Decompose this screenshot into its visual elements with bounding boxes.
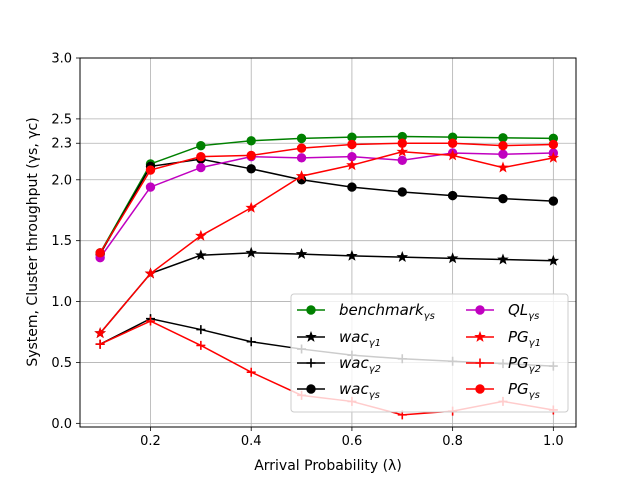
data-point-wac-γ1: [446, 252, 459, 264]
y-axis-label: System, Cluster throughput (γs, γc): [25, 117, 41, 366]
legend-label-subscript: γs: [528, 311, 539, 322]
data-point-pg-γ1: [446, 149, 459, 161]
data-point-pg-γs: [397, 138, 407, 148]
data-point-pg-γ1: [94, 327, 106, 339]
legend-marker: [306, 358, 316, 368]
data-point-pg-γs: [296, 143, 307, 153]
legend-marker: [475, 305, 485, 315]
y-tick-label: 0.5: [51, 356, 72, 371]
series-wac-γ1: [94, 246, 560, 339]
data-point-benchmark-γs: [196, 140, 206, 151]
data-point-pg-γ1: [295, 170, 308, 182]
legend-box: [290, 293, 569, 413]
series-line-pg-γs: [99, 142, 554, 254]
data-point-pg-γ1: [547, 151, 560, 163]
data-point-pg-γs: [347, 139, 357, 150]
data-point-wac-γs: [447, 190, 458, 201]
series-line-benchmark-γs: [99, 135, 554, 254]
legend: benchmarkγswacγ1wacγ2wacγsQLγsPGγ1PGγ2PG…: [290, 293, 569, 413]
y-tick-label: 2.3: [51, 137, 72, 152]
data-point-wac-γs: [498, 193, 508, 204]
y-tick-label: 2.5: [51, 112, 72, 127]
data-point-benchmark-γs: [296, 133, 307, 144]
legend-label-subscript: γs: [424, 311, 435, 322]
data-point-pg-γ1: [245, 201, 257, 213]
data-point-pg-γ1: [497, 161, 509, 173]
legend-label-subscript: γs: [369, 390, 380, 401]
legend-label-subscript: γs: [529, 390, 540, 401]
data-point-pg-γ2: [95, 339, 105, 349]
axis-ticks: 0.2 0.4 0.6 0.8 1.0 0.0 0.5 1.0 1.5 2.0 2.3 2.5 3.0: [51, 52, 563, 450]
data-point-wac-γs: [397, 187, 407, 197]
x-axis-label: Arrival Probability (λ): [254, 458, 402, 474]
data-point-pg-γs: [447, 138, 458, 148]
data-point-ql-γs: [397, 155, 407, 165]
data-point-ql-γs: [498, 149, 508, 159]
data-point-pg-γs: [95, 248, 105, 258]
legend-label-subscript: γ2: [529, 364, 541, 375]
y-tick-label: 2.0: [51, 173, 72, 188]
legend-marker: [475, 384, 485, 394]
data-point-wac-γ1: [195, 249, 207, 261]
plot-frame: [79, 57, 577, 428]
series-pg-γs: [95, 138, 559, 258]
data-point-wac-γ1: [547, 254, 560, 266]
series-line-pg-γ1: [99, 151, 554, 334]
legend-label: benchmarkγs: [339, 301, 435, 322]
data-point-pg-γs: [548, 139, 559, 150]
data-point-pg-γ1: [346, 159, 358, 171]
data-point-wac-γ1: [396, 251, 409, 263]
legend-label-subscript: γ2: [369, 364, 381, 375]
data-point-pg-γ1: [144, 267, 157, 279]
x-tick-label: 0.8: [442, 434, 463, 449]
data-point-wac-γs: [246, 164, 256, 174]
data-point-pg-γs: [246, 150, 256, 161]
legend-entry-benchmark-γs: benchmarkγs: [297, 301, 435, 322]
data-point-wac-γ1: [346, 249, 358, 261]
data-point-wac-γ2: [196, 325, 206, 335]
data-point-wac-γs: [347, 182, 357, 192]
y-tick-label: 1.5: [51, 234, 72, 249]
x-tick-label: 0.2: [140, 434, 161, 449]
legend-label-subscript: γ1: [529, 338, 541, 349]
data-point-pg-γ2: [145, 316, 155, 326]
y-tick-label: 3.0: [51, 52, 72, 67]
data-point-ql-γs: [296, 153, 307, 163]
data-point-wac-γ2: [246, 337, 256, 347]
legend-marker: [306, 305, 316, 315]
data-point-pg-γ2: [196, 340, 206, 350]
legend-marker: [474, 330, 486, 342]
x-tick-label: 1.0: [543, 434, 564, 449]
series-line-ql-γs: [99, 152, 554, 259]
data-point-pg-γs: [196, 151, 206, 162]
data-point-wac-γ1: [497, 253, 509, 265]
legend-marker: [475, 358, 485, 368]
data-point-pg-γs: [145, 165, 156, 175]
data-point-pg-γ1: [396, 145, 409, 157]
data-point-wac-γ1: [245, 246, 257, 258]
legend-marker: [306, 384, 316, 394]
data-point-pg-γ2: [246, 367, 256, 377]
x-tick-label: 0.6: [342, 434, 363, 449]
data-point-pg-γs: [498, 140, 508, 151]
y-tick-label: 0.0: [51, 417, 72, 432]
x-tick-label: 0.4: [241, 434, 262, 449]
data-point-pg-γ1: [195, 229, 207, 241]
legend-marker: [305, 330, 317, 342]
data-point-wac-γs: [548, 196, 559, 206]
data-point-ql-γs: [145, 182, 156, 192]
series-pg-γ1: [94, 145, 560, 339]
data-point-ql-γs: [196, 162, 206, 173]
series-line-wac-γ1: [99, 252, 554, 334]
data-point-benchmark-γs: [246, 136, 256, 146]
y-tick-label: 1.0: [51, 295, 72, 310]
data-point-wac-γ1: [295, 248, 308, 259]
data-point-benchmark-γs: [498, 133, 508, 143]
legend-label-subscript: γ1: [369, 338, 381, 349]
